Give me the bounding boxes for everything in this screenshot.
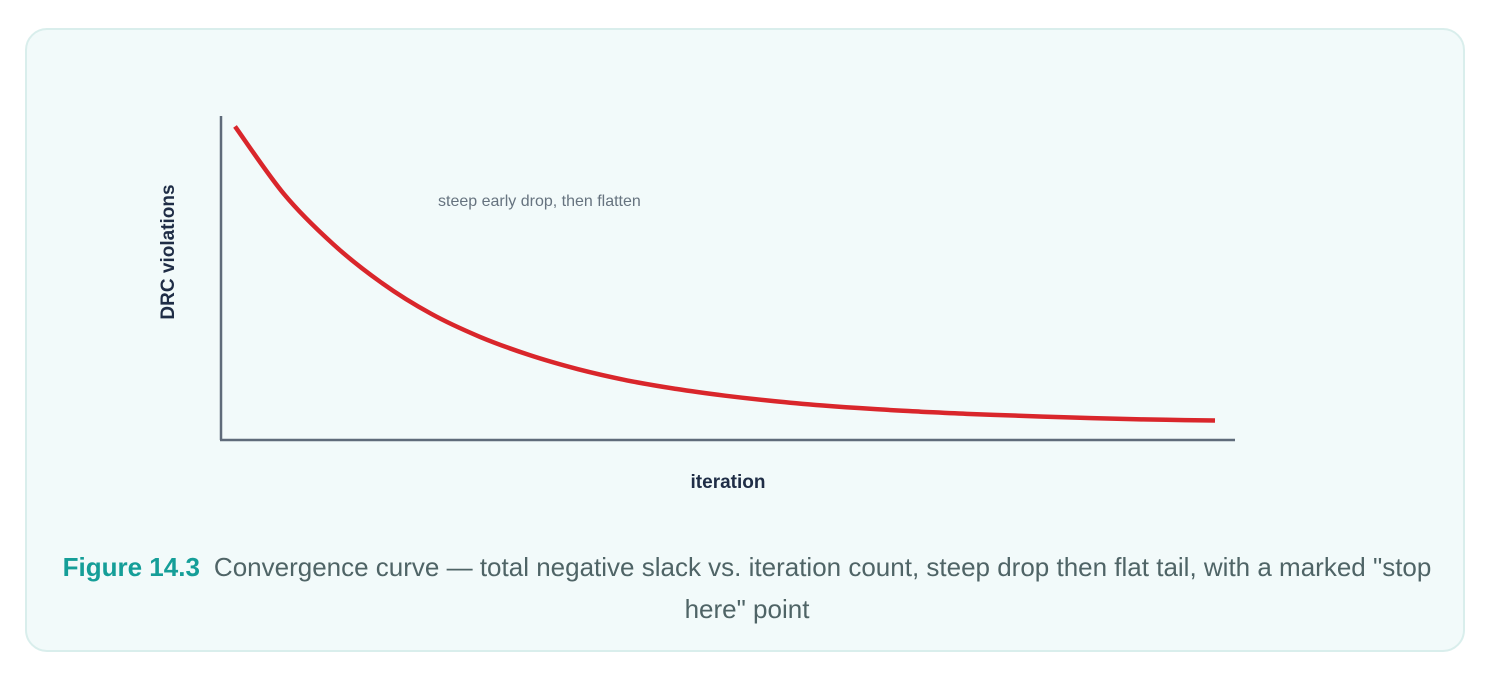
- series-layer: [233, 125, 1216, 423]
- x-axis-label: iteration: [691, 472, 766, 493]
- figure-caption-text: Convergence curve — total negative slack…: [213, 552, 1432, 624]
- figure-label: Figure 14.3: [62, 552, 200, 582]
- figure-card: [25, 28, 1465, 652]
- y-axis-label: DRC violations: [158, 184, 179, 319]
- annotation-text: steep early drop, then flatten: [438, 193, 641, 210]
- series-line-0: [233, 125, 1216, 423]
- figure-caption: Figure 14.3 Convergence curve — total neg…: [60, 546, 1434, 630]
